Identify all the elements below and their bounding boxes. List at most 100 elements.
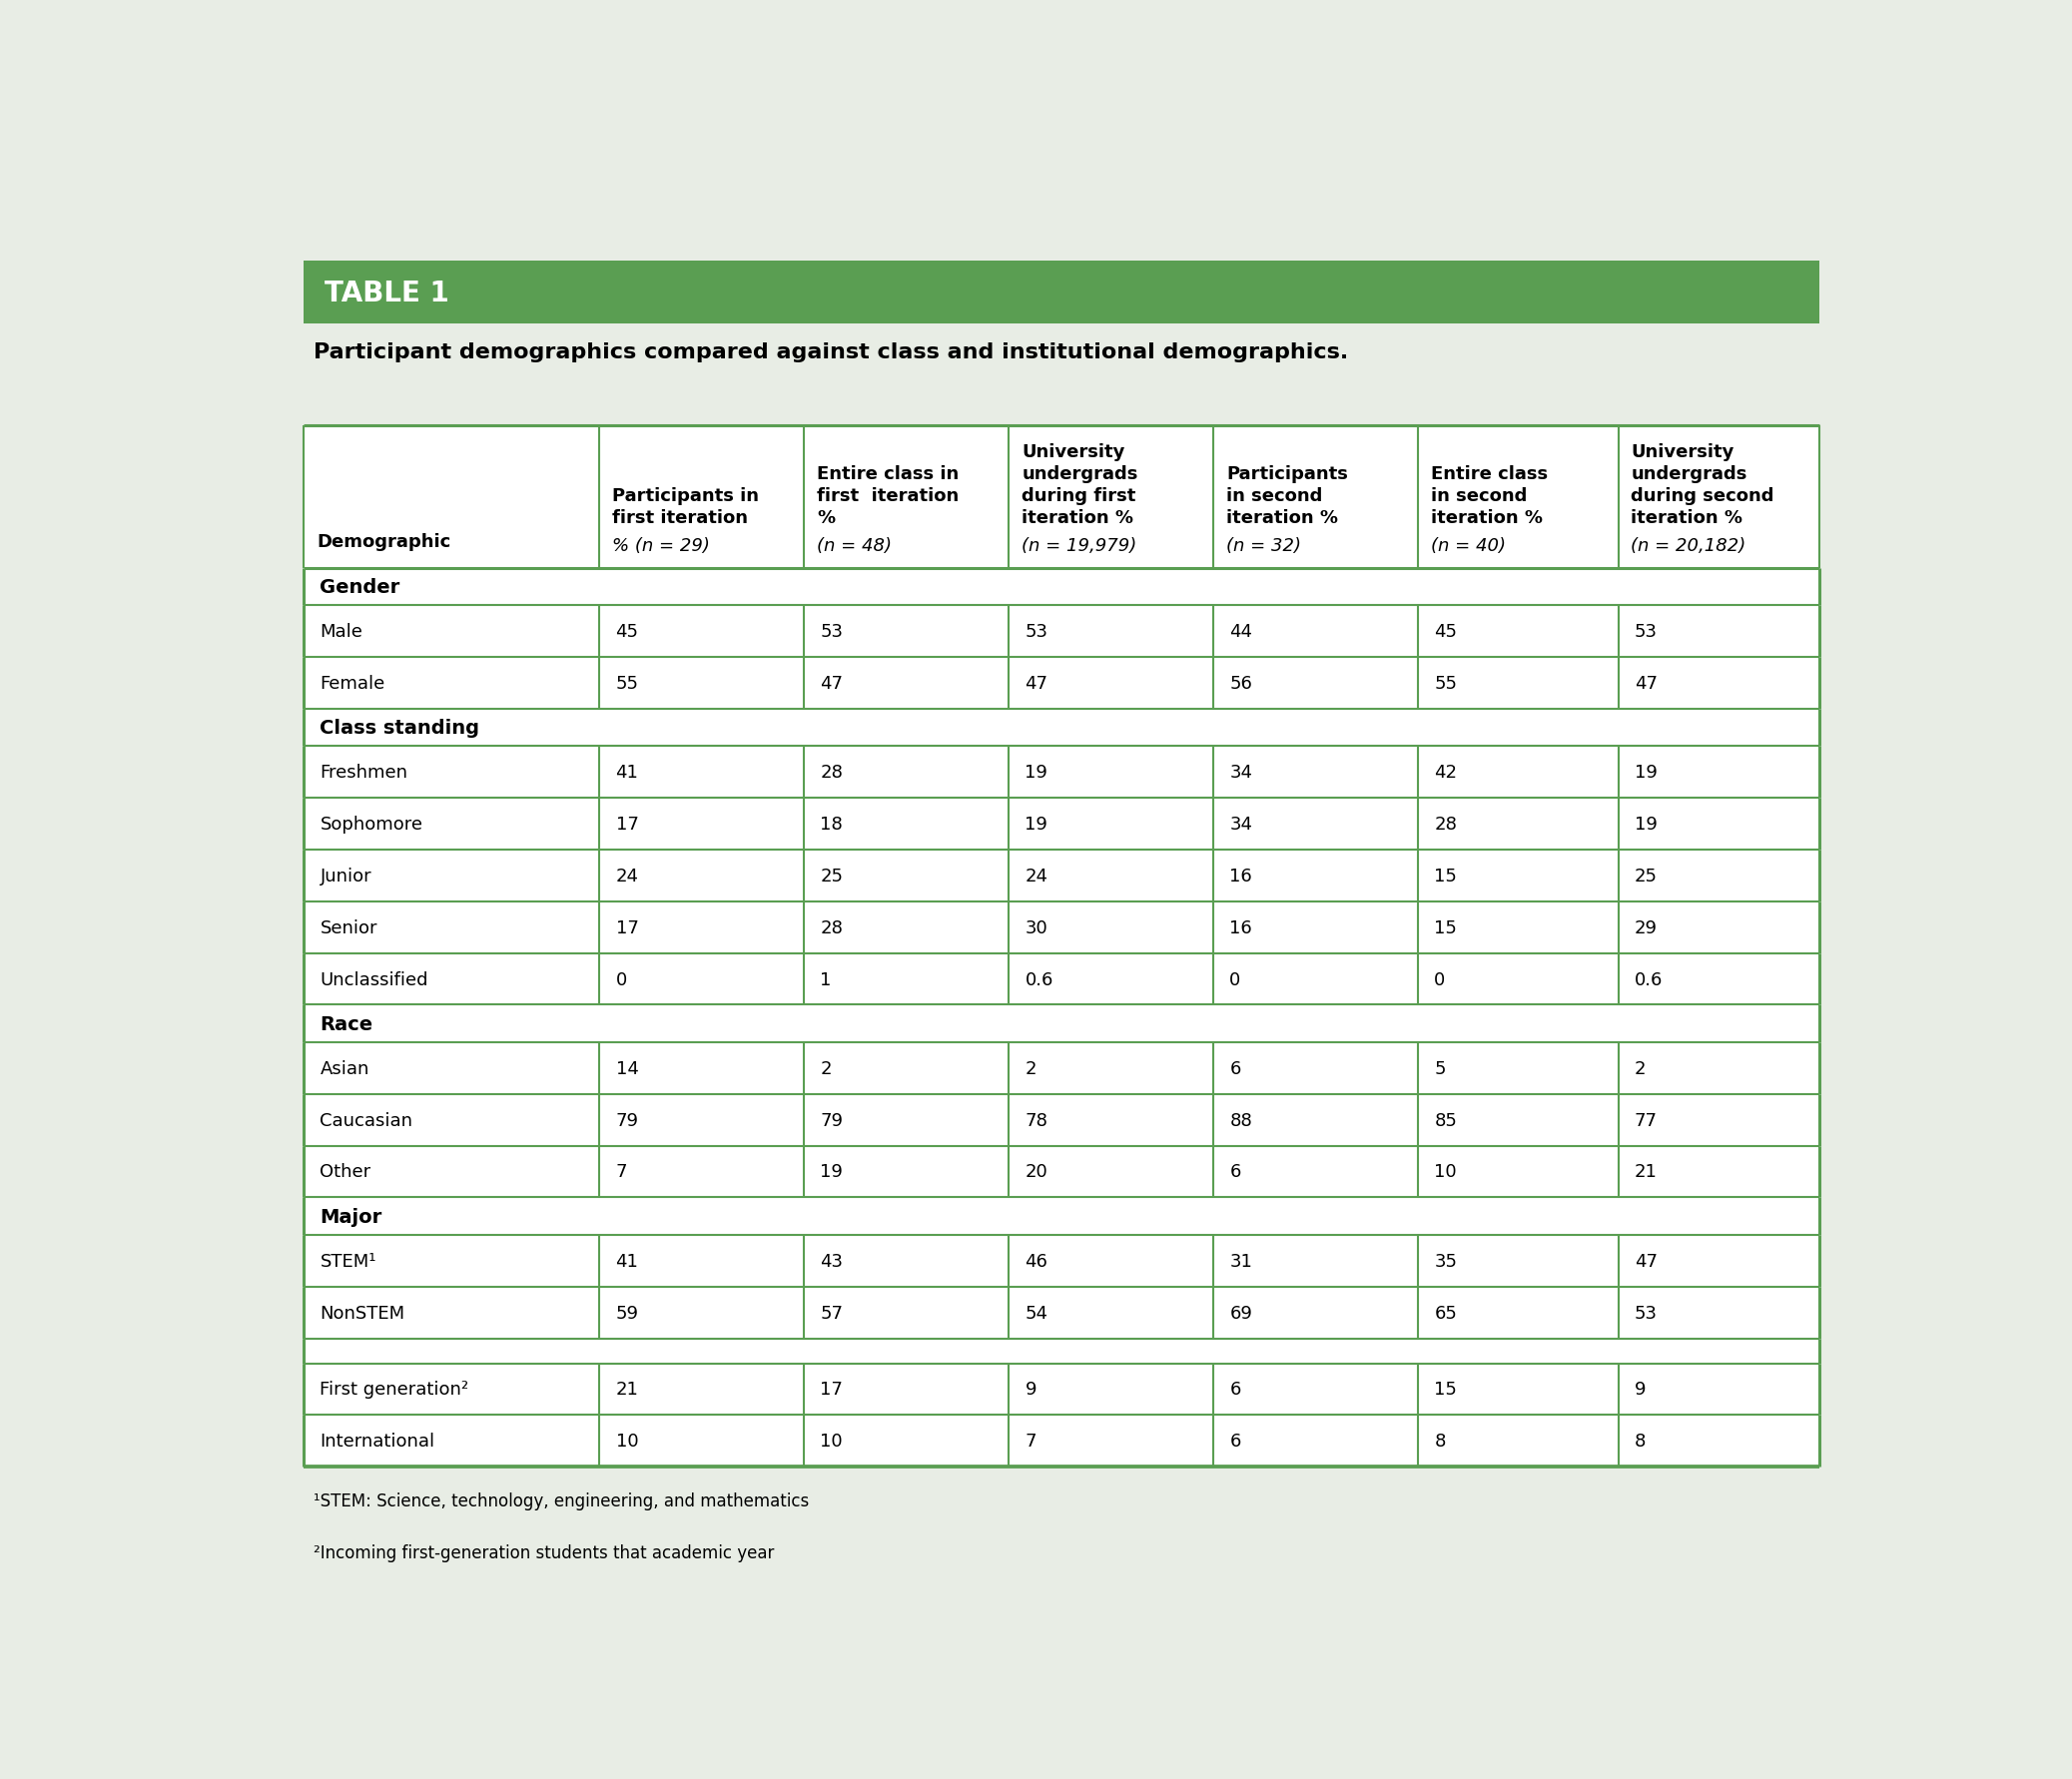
Bar <box>305 1414 1819 1468</box>
Text: STEM¹: STEM¹ <box>319 1252 377 1270</box>
Text: 17: 17 <box>615 815 638 833</box>
Text: 10: 10 <box>821 1432 843 1450</box>
Text: 19: 19 <box>1026 763 1048 781</box>
Text: 79: 79 <box>615 1112 638 1130</box>
Text: Gender: Gender <box>319 578 400 596</box>
Text: 31: 31 <box>1229 1252 1251 1270</box>
Bar <box>305 1363 1819 1414</box>
Bar <box>305 747 1819 799</box>
Text: 79: 79 <box>821 1112 843 1130</box>
Text: 47: 47 <box>821 674 843 692</box>
Text: 47: 47 <box>1635 1252 1658 1270</box>
Text: 28: 28 <box>821 763 843 781</box>
Bar <box>305 1005 1819 1042</box>
Text: First generation²: First generation² <box>319 1381 468 1398</box>
Text: 20: 20 <box>1026 1163 1048 1181</box>
Text: Demographic: Demographic <box>317 532 452 551</box>
Text: 2: 2 <box>821 1060 831 1078</box>
Text: 65: 65 <box>1434 1304 1457 1322</box>
Text: 77: 77 <box>1635 1112 1658 1130</box>
Bar <box>305 1094 1819 1146</box>
Bar <box>305 1338 1819 1363</box>
Text: NonSTEM: NonSTEM <box>319 1304 404 1322</box>
Text: 0: 0 <box>1229 970 1241 989</box>
Bar <box>305 1286 1819 1338</box>
Text: 7: 7 <box>1026 1432 1036 1450</box>
Text: Class standing: Class standing <box>319 719 481 738</box>
Bar <box>305 954 1819 1005</box>
Bar <box>305 262 1819 324</box>
Text: Entire class in
first  iteration
%: Entire class in first iteration % <box>816 464 959 527</box>
Text: 10: 10 <box>1434 1163 1457 1181</box>
Text: 53: 53 <box>1026 623 1048 640</box>
Text: 45: 45 <box>1434 623 1457 640</box>
Text: 59: 59 <box>615 1304 638 1322</box>
Bar <box>305 425 1819 1468</box>
Text: 7: 7 <box>615 1163 628 1181</box>
Text: 54: 54 <box>1026 1304 1048 1322</box>
Text: 53: 53 <box>1635 623 1658 640</box>
Text: 29: 29 <box>1635 918 1658 936</box>
Text: 53: 53 <box>1635 1304 1658 1322</box>
Text: 55: 55 <box>615 674 638 692</box>
Text: Participants
in second
iteration %: Participants in second iteration % <box>1227 464 1349 527</box>
Text: 6: 6 <box>1229 1060 1241 1078</box>
Text: 24: 24 <box>615 866 638 884</box>
Text: Race: Race <box>319 1014 373 1034</box>
Text: 17: 17 <box>821 1381 843 1398</box>
Bar <box>305 1042 1819 1094</box>
Text: ²Incoming first-generation students that academic year: ²Incoming first-generation students that… <box>313 1544 775 1562</box>
Text: 6: 6 <box>1229 1163 1241 1181</box>
Text: 30: 30 <box>1026 918 1048 936</box>
Bar <box>305 799 1819 850</box>
Text: ¹STEM: Science, technology, engineering, and mathematics: ¹STEM: Science, technology, engineering,… <box>313 1491 810 1510</box>
Bar <box>305 425 1819 569</box>
Text: 8: 8 <box>1434 1432 1446 1450</box>
Text: 8: 8 <box>1635 1432 1645 1450</box>
Text: 47: 47 <box>1026 674 1048 692</box>
Text: 46: 46 <box>1026 1252 1048 1270</box>
Text: 44: 44 <box>1229 623 1251 640</box>
Bar <box>305 658 1819 710</box>
Text: 2: 2 <box>1635 1060 1645 1078</box>
Text: 19: 19 <box>1026 815 1048 833</box>
Bar <box>305 1235 1819 1286</box>
Text: 78: 78 <box>1026 1112 1048 1130</box>
Text: 85: 85 <box>1434 1112 1457 1130</box>
Text: 43: 43 <box>821 1252 843 1270</box>
Text: 15: 15 <box>1434 918 1457 936</box>
Text: Other: Other <box>319 1163 371 1181</box>
Text: 21: 21 <box>1635 1163 1658 1181</box>
Text: 34: 34 <box>1229 815 1251 833</box>
Text: 16: 16 <box>1229 866 1251 884</box>
Text: 15: 15 <box>1434 866 1457 884</box>
Bar <box>305 607 1819 658</box>
Bar <box>305 1146 1819 1197</box>
Text: Participants in
first iteration: Participants in first iteration <box>613 487 758 527</box>
Text: 18: 18 <box>821 815 843 833</box>
Text: 56: 56 <box>1229 674 1251 692</box>
Text: 0: 0 <box>615 970 628 989</box>
Text: 34: 34 <box>1229 763 1251 781</box>
Text: 19: 19 <box>1635 763 1658 781</box>
Text: (n = 19,979): (n = 19,979) <box>1021 537 1138 555</box>
Bar <box>305 710 1819 747</box>
Text: 14: 14 <box>615 1060 638 1078</box>
Text: Senior: Senior <box>319 918 377 936</box>
Text: 25: 25 <box>821 866 843 884</box>
Bar <box>305 569 1819 607</box>
Text: 47: 47 <box>1635 674 1658 692</box>
Text: 69: 69 <box>1229 1304 1251 1322</box>
Text: 6: 6 <box>1229 1381 1241 1398</box>
Text: International: International <box>319 1432 435 1450</box>
Text: (n = 48): (n = 48) <box>816 537 891 555</box>
Text: 35: 35 <box>1434 1252 1457 1270</box>
Text: TABLE 1: TABLE 1 <box>325 279 450 308</box>
Text: 19: 19 <box>1635 815 1658 833</box>
Text: (n = 40): (n = 40) <box>1432 537 1506 555</box>
Text: 16: 16 <box>1229 918 1251 936</box>
Text: 28: 28 <box>1434 815 1457 833</box>
Text: 0.6: 0.6 <box>1635 970 1662 989</box>
Text: 25: 25 <box>1635 866 1658 884</box>
Text: University
undergrads
during first
iteration %: University undergrads during first itera… <box>1021 443 1138 527</box>
